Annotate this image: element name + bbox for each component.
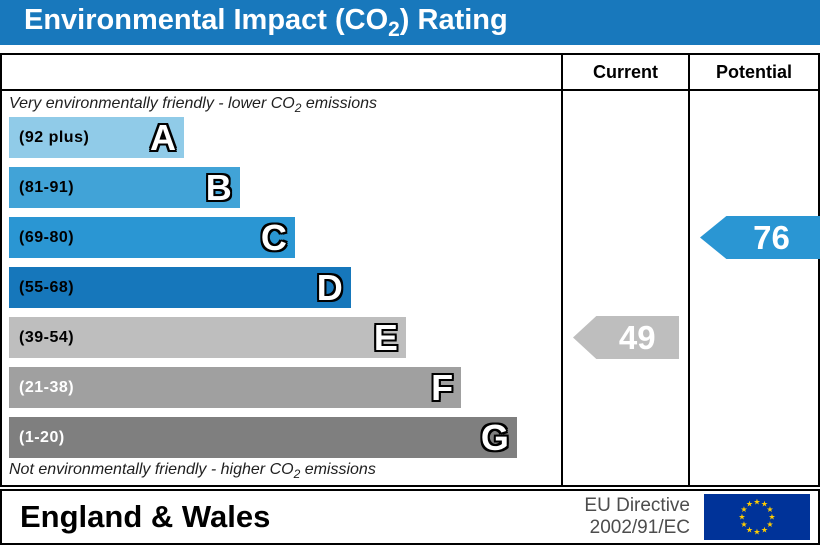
band-letter: F — [431, 367, 454, 408]
title-bar: Environmental Impact (CO2) Rating — [0, 0, 820, 45]
band-row-d: (55-68) D — [9, 267, 561, 317]
eu-flag-star: ★ — [766, 505, 773, 514]
table-body: Very environmentally friendly - lower CO… — [2, 91, 820, 485]
eu-flag-star: ★ — [753, 498, 760, 507]
band-range-label: (1-20) — [19, 428, 65, 446]
band-row-e: (39-54) E — [9, 317, 561, 367]
band-range-label: (81-91) — [19, 178, 75, 196]
band-bar-a: (92 plus) A — [9, 117, 184, 158]
footer: England & Wales EU Directive 2002/91/EC … — [0, 489, 820, 545]
band-row-b: (81-91) B — [9, 167, 561, 217]
page-title: Environmental Impact (CO2) Rating — [24, 3, 508, 41]
eu-flag-star: ★ — [768, 513, 775, 522]
band-bar-g: (1-20) G — [9, 417, 517, 458]
band-row-a: (92 plus) A — [9, 117, 561, 167]
band-letter: D — [316, 267, 343, 308]
band-bar-f: (21-38) F — [9, 367, 462, 408]
eu-flag-star: ★ — [761, 500, 768, 509]
band-letter: E — [373, 317, 398, 358]
eu-flag-star: ★ — [746, 500, 753, 509]
eu-directive-line2: 2002/91/EC — [589, 517, 690, 538]
rating-table: Current Potential Very environmentally f… — [0, 53, 820, 487]
potential-column: 76 — [688, 91, 820, 485]
band-range-label: (69-80) — [19, 228, 75, 246]
band-range-label: (92 plus) — [19, 128, 90, 146]
band-row-f: (21-38) F — [9, 367, 561, 417]
eu-flag-star: ★ — [740, 505, 747, 514]
eu-flag-star: ★ — [766, 520, 773, 529]
band-range-label: (21-38) — [19, 378, 75, 396]
column-header-potential: Potential — [688, 55, 818, 89]
eu-flag: ★ ★★★★★★★★★★★ — [704, 494, 810, 540]
band-bar-b: (81-91) B — [9, 167, 240, 208]
band-row-g: (1-20) G — [9, 417, 561, 467]
current-column: 49 — [561, 91, 688, 485]
potential-rating-arrow: 76 — [700, 216, 820, 259]
eu-flag-star: ★ — [761, 526, 768, 535]
bottom-note: Not environmentally friendly - higher CO… — [9, 460, 376, 481]
rating-bands: (92 plus) A (81-91) B (69-80) C (55-68) D (39-54… — [9, 117, 561, 467]
column-header-current: Current — [561, 55, 688, 89]
band-bar-c: (69-80) C — [9, 217, 295, 258]
eu-flag-star: ★ — [746, 526, 753, 535]
eu-flag-star: ★ — [738, 513, 745, 522]
band-letter: A — [149, 117, 176, 158]
band-row-c: (69-80) C — [9, 217, 561, 267]
header-spacer-cell — [2, 55, 561, 89]
eu-flag-star: ★ — [753, 528, 760, 537]
eu-flag-star: ★ — [740, 520, 747, 529]
band-range-label: (55-68) — [19, 278, 75, 296]
eu-directive-label: EU Directive 2002/91/EC — [584, 495, 704, 539]
band-bar-d: (55-68) D — [9, 267, 351, 308]
band-bar-e: (39-54) E — [9, 317, 406, 358]
band-letter: B — [205, 167, 232, 208]
eu-directive-line1: EU Directive — [584, 495, 690, 517]
band-letter: C — [260, 217, 287, 258]
current-rating-value: 49 — [618, 318, 656, 356]
table-header-row: Current Potential — [2, 55, 818, 91]
region-label: England & Wales — [20, 499, 271, 534]
potential-rating-value: 76 — [753, 218, 790, 256]
top-note: Very environmentally friendly - lower CO… — [9, 95, 377, 116]
band-letter: G — [480, 417, 509, 458]
bands-area: Very environmentally friendly - lower CO… — [2, 91, 561, 485]
current-rating-arrow: 49 — [573, 316, 679, 359]
band-range-label: (39-54) — [19, 328, 75, 346]
